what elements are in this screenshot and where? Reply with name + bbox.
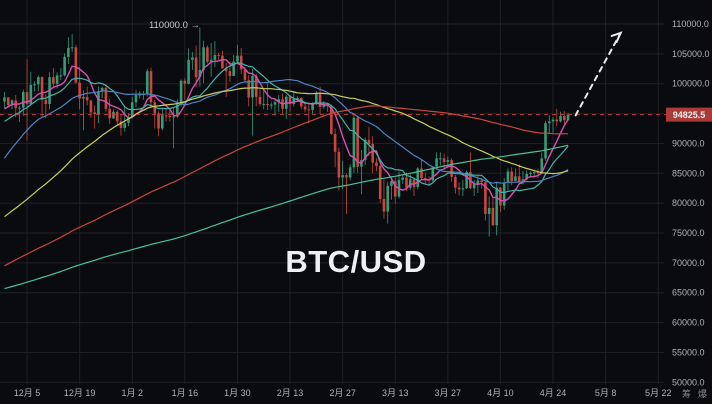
svg-text:55000.0: 55000.0 [672, 347, 705, 357]
svg-text:2月 27: 2月 27 [329, 388, 356, 398]
svg-text:1月 2: 1月 2 [121, 388, 143, 398]
svg-text:1月 30: 1月 30 [224, 388, 251, 398]
svg-text:60000.0: 60000.0 [672, 318, 705, 328]
svg-text:80000.0: 80000.0 [672, 198, 705, 208]
svg-text:2月 13: 2月 13 [277, 388, 304, 398]
candlesticks [3, 27, 570, 237]
target-price-annotation[interactable]: 110000.0 → [148, 20, 200, 31]
svg-text:70000.0: 70000.0 [672, 258, 705, 268]
svg-text:5月 8: 5月 8 [595, 388, 617, 398]
svg-text:105000.0: 105000.0 [672, 49, 710, 59]
svg-text:5月 22: 5月 22 [645, 388, 672, 398]
ma-line-MA200 [4, 144, 569, 290]
grid-lines [0, 0, 664, 384]
symbol-watermark: BTC/USD [285, 244, 427, 279]
current-price-badge[interactable]: 94825.5 [666, 107, 712, 122]
svg-text:3月 13: 3月 13 [382, 388, 409, 398]
svg-text:94825.5: 94825.5 [673, 110, 706, 120]
svg-text:75000.0: 75000.0 [672, 228, 705, 238]
svg-text:110000.0: 110000.0 [672, 19, 709, 29]
svg-text:4月 24: 4月 24 [540, 388, 567, 398]
ma-line-MA60 [4, 87, 569, 218]
ma-line-MA30 [4, 79, 569, 184]
ma-line-MA14 [4, 62, 569, 194]
svg-text:4月 10: 4月 10 [487, 388, 514, 398]
svg-text:65000.0: 65000.0 [672, 288, 705, 298]
liquidation-button[interactable]: 爆 [697, 389, 707, 399]
svg-text:1月 16: 1月 16 [172, 388, 199, 398]
svg-text:12月 5: 12月 5 [14, 388, 41, 398]
svg-text:3月 27: 3月 27 [435, 388, 462, 398]
projection-arrow[interactable] [574, 31, 623, 117]
svg-text:100000.0: 100000.0 [672, 79, 710, 89]
ma-line-MA120 [4, 105, 569, 267]
y-axis-labels[interactable]: 110000.0 105000.0 100000.0 90000.0 85000.0 80… [672, 19, 710, 387]
svg-text:90000.0: 90000.0 [672, 138, 705, 148]
svg-text:12月 19: 12月 19 [64, 388, 96, 398]
chip-distribution-button[interactable]: 筹 [681, 389, 691, 399]
x-axis-labels[interactable]: 12月 5 12月 19 1月 2 1月 16 1月 30 2月 13 2月 27 3月 13… [14, 388, 672, 398]
ma-line-MA7 [4, 59, 569, 202]
svg-text:85000.0: 85000.0 [672, 168, 705, 178]
svg-text:50000.0: 50000.0 [672, 377, 705, 387]
corner-toolbar: 筹 爆 [682, 387, 707, 400]
